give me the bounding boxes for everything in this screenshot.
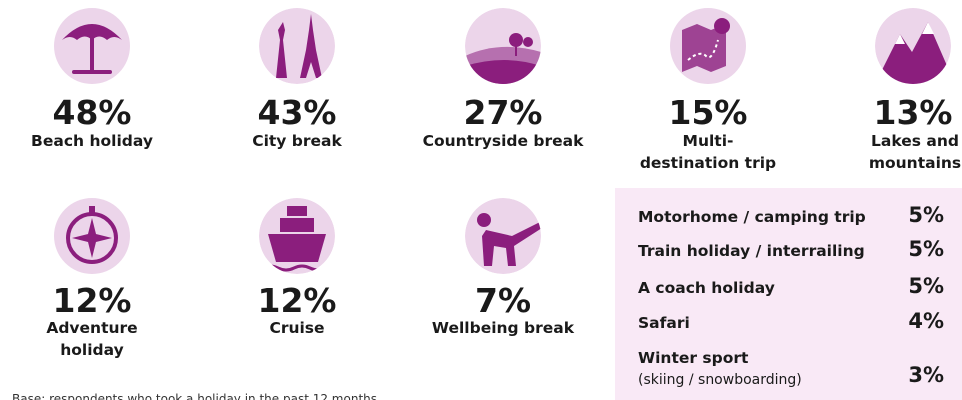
item-value: 27% (464, 93, 543, 132)
icon-wellbeing (465, 198, 541, 274)
item-value: 7% (475, 281, 531, 320)
item-label: Beach holiday (31, 132, 153, 150)
item-value: 48% (53, 93, 132, 132)
item-value: 12% (53, 281, 132, 320)
other-label: Train holiday / interrailing (638, 242, 865, 260)
item-label: destination trip (640, 154, 776, 172)
icon-beach (54, 8, 130, 84)
icon-mountains (875, 8, 951, 84)
other-label: Safari (638, 314, 690, 332)
other-label: Winter sport (638, 349, 749, 367)
icon-city (259, 8, 335, 84)
item-label: Countryside break (423, 132, 585, 150)
base-note: Base: respondents who took a holiday in … (12, 392, 377, 400)
other-panel (615, 188, 962, 400)
other-label: Motorhome / camping trip (638, 208, 866, 226)
item-label: City break (252, 132, 342, 150)
other-value: 5% (908, 274, 944, 298)
item-value: 43% (258, 93, 337, 132)
item-value: 12% (258, 281, 337, 320)
item-label: Adventure (46, 319, 137, 337)
other-value: 3% (908, 363, 944, 387)
item-label: Lakes and (871, 132, 959, 150)
other-label: A coach holiday (638, 279, 775, 297)
item-label: Wellbeing break (432, 319, 575, 337)
icon-ship (259, 198, 335, 274)
item-value: 15% (669, 93, 748, 132)
icon-countryside (465, 8, 541, 84)
item-label: mountains (869, 154, 961, 172)
icon-map (670, 8, 746, 84)
other-value: 5% (908, 203, 944, 227)
item-label: holiday (60, 341, 124, 359)
icon-compass (54, 198, 130, 274)
item-label: Cruise (269, 319, 324, 337)
other-value: 4% (908, 309, 944, 333)
other-sublabel: (skiing / snowboarding) (638, 372, 802, 388)
item-label: Multi- (683, 132, 734, 150)
other-value: 5% (908, 237, 944, 261)
item-value: 13% (874, 93, 953, 132)
